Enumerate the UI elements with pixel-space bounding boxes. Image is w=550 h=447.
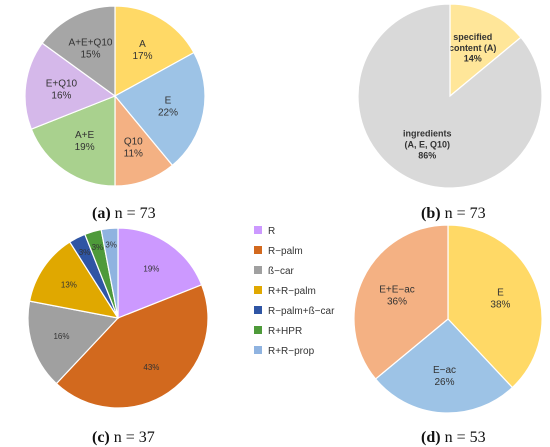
slice-label-a-1: E 22% [158, 96, 178, 119]
legend-label-3: R+R−palm [268, 286, 316, 297]
pie-slice-c-2 [27, 300, 120, 385]
slice-label-c-5: 3% [92, 243, 104, 252]
caption-d: (d) n = 53 [421, 429, 486, 446]
pie-slice-a-3 [30, 95, 116, 187]
legend-label-1: R−palm [268, 246, 303, 257]
legend-swatch-0 [254, 226, 262, 234]
slice-label-a-2: Q10 11% [124, 136, 144, 159]
pie-chart-d: E 38% E−ac 26% E+E−ac 36% [353, 224, 543, 414]
caption-b: (b) n = 73 [421, 205, 486, 222]
pie-slice-d-0 [447, 224, 543, 389]
pie-slice-d-2 [353, 224, 449, 380]
legend-label-4: R−palm+ß−car [268, 306, 335, 317]
slice-label-a-4: E+Q10 16% [46, 79, 78, 102]
legend-label-0: R [268, 226, 275, 237]
pie-slice-c-0 [117, 227, 203, 319]
slice-label-a-0: A 17% [132, 39, 152, 62]
pie-slice-c-6 [100, 227, 119, 319]
legend-swatch-1 [254, 246, 262, 254]
pie-slice-a-5 [41, 5, 116, 98]
pie-chart-a: A 17% E 22% Q10 11% A+E 19% E+Q10 16% A+E+Q10 15% [24, 5, 206, 187]
slice-label-d-0: E 38% [490, 288, 510, 311]
legend-swatch-2 [254, 266, 262, 274]
slice-label-a-5: A+E+Q10 15% [69, 37, 113, 60]
slice-label-c-0: 19% [143, 265, 159, 274]
slice-label-c-2: 16% [53, 332, 69, 341]
slice-label-c-1: 43% [143, 363, 159, 372]
slice-label-b-0: specified content (A) 14% [449, 32, 497, 64]
slice-label-c-3: 13% [61, 280, 77, 289]
pie-slice-c-3 [28, 241, 120, 319]
pie-slice-b-1 [357, 3, 543, 189]
pie-slice-a-1 [114, 51, 206, 167]
legend-label-5: R+HPR [268, 326, 302, 337]
legend-swatch-6 [254, 346, 262, 354]
pie-slice-d-1 [374, 318, 514, 414]
slice-label-d-1: E−ac 26% [433, 365, 456, 388]
caption-a: (a) n = 73 [92, 205, 156, 222]
pie-slice-b-0 [449, 3, 522, 98]
pie-chart-b: specified content (A) 14% ingredients (A, E,… [357, 3, 543, 189]
pie-slice-a-4 [24, 42, 117, 130]
pie-slice-c-1 [55, 284, 209, 409]
legend-c: R R−palm ß−car R+R−palm R−palm+ß−car R+HPR R+R… [254, 226, 335, 357]
caption-c: (c) n = 37 [92, 429, 155, 446]
legend-swatch-5 [254, 326, 262, 334]
legend-swatch-3 [254, 286, 262, 294]
legend-swatch-4 [254, 306, 262, 314]
legend-label-6: R+R−prop [268, 346, 315, 357]
slice-label-c-6: 3% [105, 240, 117, 249]
pie-chart-c: 19%43%16%13%3%3% 3% [27, 227, 209, 409]
pie-slice-a-0 [114, 5, 195, 98]
legend-label-2: ß−car [268, 266, 295, 277]
slice-label-b-1: ingredients (A, E, Q10) 86% [403, 129, 452, 161]
slice-label-c-4: 3% [79, 248, 91, 257]
slice-label-a-3: A+E 19% [75, 130, 95, 153]
slice-label-d-2: E+E−ac 36% [379, 285, 415, 308]
